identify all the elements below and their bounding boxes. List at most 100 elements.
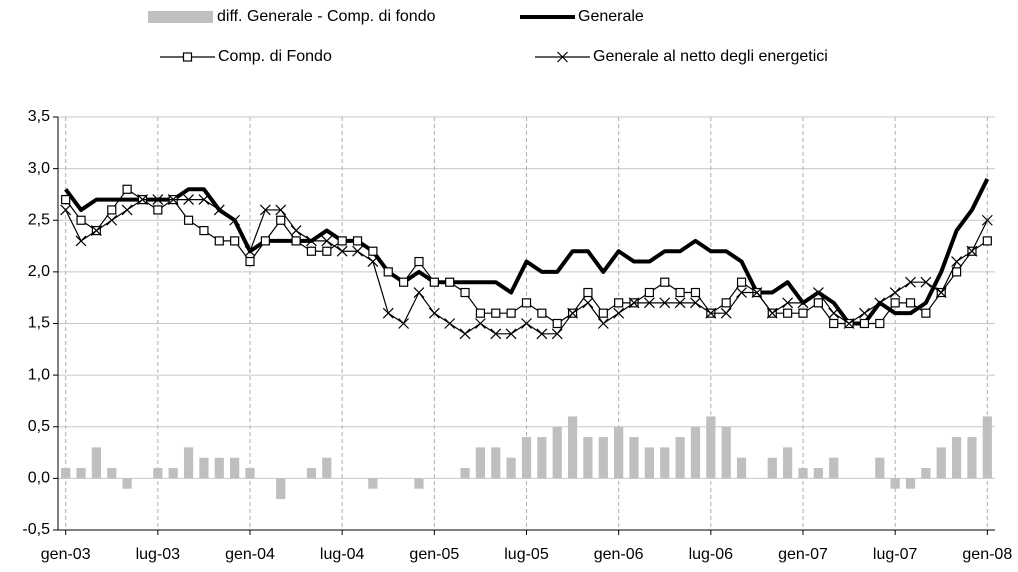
y-tick-label: -0,5 — [22, 521, 50, 538]
marker-x — [259, 204, 271, 216]
marker-square — [721, 298, 731, 308]
marker-square — [153, 205, 163, 215]
y-tick-label: 1,0 — [28, 366, 50, 383]
marker-square — [521, 298, 532, 308]
bar — [783, 447, 793, 479]
x-tick-label: gen-03 — [41, 546, 91, 563]
bar — [475, 447, 486, 479]
marker-x — [229, 214, 241, 226]
marker-square — [445, 277, 455, 287]
bar — [506, 457, 516, 479]
marker-x — [137, 194, 148, 206]
marker-x — [306, 235, 317, 247]
marker-x — [720, 307, 732, 319]
bar — [276, 478, 286, 500]
marker-x — [213, 204, 225, 216]
marker-x — [60, 204, 72, 216]
marker-square — [813, 298, 823, 308]
marker-square — [183, 215, 194, 225]
bar — [706, 416, 716, 479]
marker-x — [352, 245, 363, 257]
bar — [583, 437, 593, 479]
marker-x — [812, 287, 824, 298]
marker-x — [336, 245, 348, 257]
marker-square — [829, 318, 839, 329]
marker-square — [383, 267, 393, 277]
marker-x — [628, 297, 640, 309]
marker-square — [644, 287, 654, 298]
marker-x — [582, 297, 594, 309]
marker-x — [766, 307, 778, 319]
marker-x — [275, 204, 287, 216]
marker-square — [921, 308, 931, 318]
marker-x — [966, 245, 978, 257]
bar — [153, 468, 163, 479]
marker-square — [276, 215, 286, 225]
marker-square — [368, 246, 378, 256]
bar — [875, 457, 885, 479]
x-tick-label: gen-07 — [778, 546, 828, 563]
x-tick-label: lug-05 — [504, 546, 549, 563]
bar — [967, 437, 977, 479]
marker-square — [583, 287, 593, 298]
x-tick-label: gen-08 — [962, 546, 1012, 563]
y-tick-label: 1,5 — [28, 315, 50, 332]
marker-x — [459, 328, 471, 340]
bar — [798, 468, 808, 479]
marker-x — [674, 297, 686, 309]
bar — [813, 468, 823, 479]
bar — [675, 437, 685, 479]
marker-x — [505, 328, 517, 340]
marker-x — [643, 297, 655, 309]
marker-square — [414, 256, 424, 267]
marker-square — [337, 236, 347, 246]
marker-square — [875, 318, 885, 329]
bar — [245, 468, 255, 479]
marker-x — [152, 194, 164, 206]
marker-x — [859, 307, 870, 319]
marker-x — [521, 318, 532, 329]
bar — [91, 447, 102, 479]
bar — [368, 478, 378, 489]
marker-square — [982, 236, 992, 246]
y-tick-label: 2,5 — [28, 211, 50, 228]
marker-x — [244, 245, 256, 257]
legend-label: Generale — [578, 8, 644, 25]
marker-x — [551, 328, 563, 340]
bar — [107, 468, 117, 479]
bar — [982, 416, 992, 479]
marker-x — [736, 287, 747, 298]
marker-square — [230, 236, 240, 246]
marker-x — [751, 287, 763, 298]
x-tick-label: lug-07 — [873, 546, 918, 563]
marker-x — [474, 318, 486, 329]
y-tick-label: 0,5 — [28, 418, 50, 435]
marker-x — [889, 287, 901, 298]
marker-square — [951, 267, 962, 277]
marker-square — [798, 308, 808, 318]
marker-square — [122, 184, 132, 194]
marker-square — [61, 195, 71, 205]
marker-square — [537, 308, 547, 318]
marker-x — [597, 318, 609, 329]
bar — [491, 447, 501, 479]
marker-square — [491, 308, 501, 318]
marker-square — [322, 246, 332, 256]
marker-square — [76, 215, 86, 225]
bar — [306, 468, 317, 479]
bar — [644, 447, 654, 479]
bar — [414, 478, 424, 489]
marker-square — [660, 277, 670, 287]
marker-square — [598, 308, 608, 318]
x-tick-label: lug-04 — [320, 546, 365, 563]
bar — [521, 437, 532, 479]
marker-x — [536, 328, 548, 340]
bar — [767, 457, 777, 479]
bar — [614, 426, 624, 479]
bar — [199, 457, 209, 479]
legend-label: Comp. di Fondo — [218, 48, 332, 65]
marker-x — [428, 307, 440, 319]
bar — [598, 437, 608, 479]
bar — [214, 457, 224, 479]
marker-square — [460, 287, 470, 298]
